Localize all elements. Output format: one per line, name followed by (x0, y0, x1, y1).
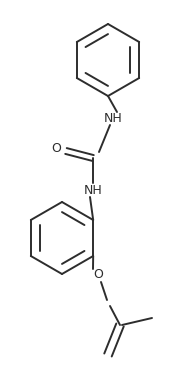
Text: NH: NH (84, 184, 102, 196)
Text: O: O (93, 269, 103, 281)
Text: NH: NH (104, 111, 122, 124)
Text: O: O (51, 142, 61, 154)
